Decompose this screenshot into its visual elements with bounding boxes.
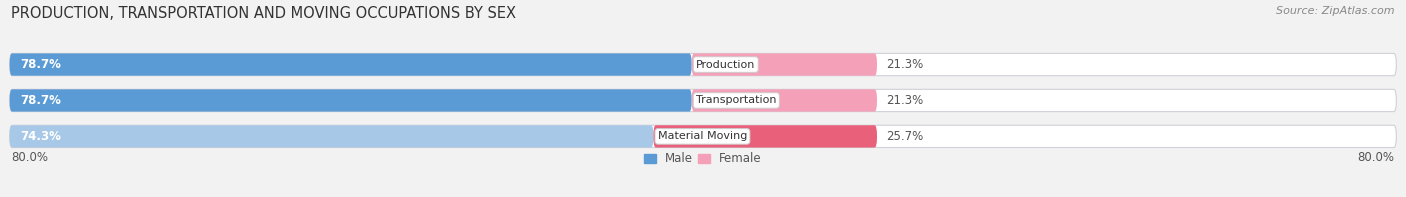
Text: 21.3%: 21.3% [886,58,922,71]
Text: 78.7%: 78.7% [20,58,60,71]
Text: Material Moving: Material Moving [658,131,747,141]
Text: Transportation: Transportation [696,96,776,105]
Text: Production: Production [696,59,755,70]
Text: 21.3%: 21.3% [886,94,922,107]
FancyBboxPatch shape [10,89,692,112]
Text: 80.0%: 80.0% [1358,151,1395,164]
FancyBboxPatch shape [10,125,1396,148]
FancyBboxPatch shape [10,53,1396,76]
Text: PRODUCTION, TRANSPORTATION AND MOVING OCCUPATIONS BY SEX: PRODUCTION, TRANSPORTATION AND MOVING OC… [11,6,516,21]
Text: Source: ZipAtlas.com: Source: ZipAtlas.com [1277,6,1395,16]
FancyBboxPatch shape [692,53,877,76]
Legend: Male, Female: Male, Female [644,152,762,165]
FancyBboxPatch shape [10,53,692,76]
FancyBboxPatch shape [654,125,877,148]
FancyBboxPatch shape [692,89,877,112]
Text: 78.7%: 78.7% [20,94,60,107]
Text: 25.7%: 25.7% [886,130,922,143]
FancyBboxPatch shape [10,125,654,148]
Text: 80.0%: 80.0% [11,151,48,164]
FancyBboxPatch shape [10,89,1396,112]
Text: 74.3%: 74.3% [20,130,60,143]
